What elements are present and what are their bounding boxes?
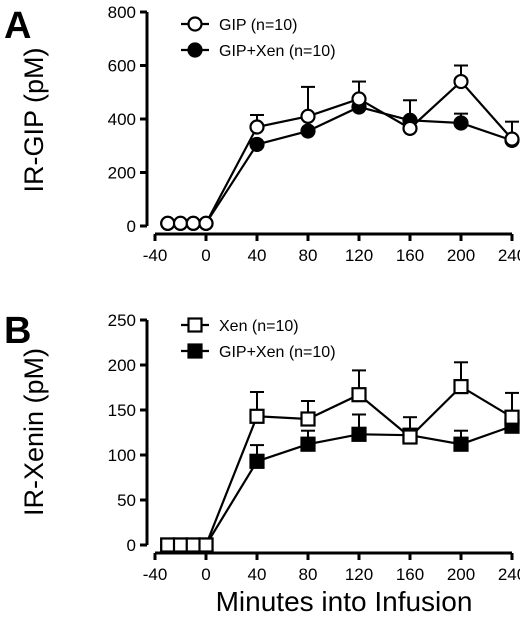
data-point: [402, 429, 418, 445]
x-tick-label: 120: [345, 246, 373, 265]
data-point: [504, 131, 520, 147]
y-tick-label: 50: [117, 491, 136, 510]
data-point: [300, 108, 316, 124]
x-tick-label: 0: [201, 565, 210, 584]
data-point: [172, 215, 189, 231]
y-tick-label: 100: [108, 446, 136, 465]
legend-marker: [187, 343, 203, 359]
panel-b: BIR-Xenin (pM) 0 50 100 150 200 250 -40 0 40 80 120…: [4, 310, 520, 584]
legend-marker: [187, 42, 203, 58]
legend-label: GIP+Xen (n=10): [219, 43, 336, 60]
data-point: [300, 436, 316, 452]
data-point: [249, 136, 265, 153]
legend-entry: Xen (n=10): [181, 317, 299, 335]
data-point: [249, 408, 265, 424]
x-tick-label: -40: [143, 246, 168, 265]
data-point: [185, 537, 201, 553]
legend-label: Xen (n=10): [219, 318, 299, 335]
data-point: [402, 120, 418, 136]
series-1: [160, 361, 520, 553]
data-point: [300, 123, 316, 139]
x-tick-label: 160: [396, 565, 424, 584]
series-2: [160, 413, 520, 553]
legend-entry: GIP+Xen (n=10): [181, 343, 336, 361]
data-point: [351, 387, 367, 403]
y-axis-label: IR-GIP (pM): [19, 47, 49, 192]
data-point: [453, 436, 469, 452]
panel-letter: B: [4, 310, 31, 352]
y-tick-label: 150: [108, 401, 136, 420]
legend-label: GIP (n=10): [219, 17, 297, 34]
data-point: [453, 73, 469, 90]
panel-letter: A: [4, 5, 31, 47]
x-tick-label: -40: [143, 565, 168, 584]
x-tick-label: 40: [248, 246, 267, 265]
y-tick-label: 600: [108, 57, 136, 76]
x-tick-label: 80: [299, 246, 318, 265]
x-tick-label: 160: [396, 246, 424, 265]
x-tick-label: 240: [498, 246, 520, 265]
legend-marker: [187, 16, 203, 32]
y-axis-label: IR-Xenin (pM): [19, 348, 49, 516]
data-point: [160, 215, 176, 231]
legend-label: GIP+Xen (n=10): [219, 344, 336, 361]
x-tick-label: 80: [299, 565, 318, 584]
x-tick-label: 40: [248, 565, 267, 584]
x-tick-label: 120: [345, 565, 373, 584]
x-axis-label: Minutes into Infusion: [216, 586, 473, 617]
x-tick-label: 0: [201, 246, 210, 265]
y-tick-label: 0: [127, 217, 136, 236]
x-tick-label: 200: [447, 565, 475, 584]
data-point: [198, 537, 214, 553]
x-tick-label: 200: [447, 246, 475, 265]
y-tick-label: 200: [108, 164, 136, 183]
legend-entry: GIP (n=10): [181, 16, 297, 34]
y-tick-label: 400: [108, 110, 136, 129]
data-point: [185, 215, 201, 231]
data-point: [249, 119, 265, 135]
data-point: [504, 409, 520, 425]
legend-marker: [187, 317, 203, 333]
data-point: [249, 453, 265, 469]
data-point: [351, 91, 367, 107]
data-point: [198, 215, 214, 231]
data-point: [172, 537, 189, 553]
y-tick-label: 0: [127, 536, 136, 555]
legend-entry: GIP+Xen (n=10): [181, 42, 336, 60]
data-point: [300, 411, 316, 427]
series-2: [160, 99, 520, 231]
data-point: [453, 379, 469, 395]
panel-a: AIR-GIP (pM) 0 200 400 600 800 -40 0 40 80 120 160 2…: [4, 3, 520, 265]
y-tick-label: 250: [108, 311, 136, 330]
x-tick-label: 240: [498, 565, 520, 584]
y-tick-label: 800: [108, 3, 136, 22]
data-point: [351, 426, 367, 442]
data-point: [453, 115, 469, 131]
series-1: [160, 64, 520, 231]
y-tick-label: 200: [108, 356, 136, 375]
data-point: [160, 537, 176, 553]
